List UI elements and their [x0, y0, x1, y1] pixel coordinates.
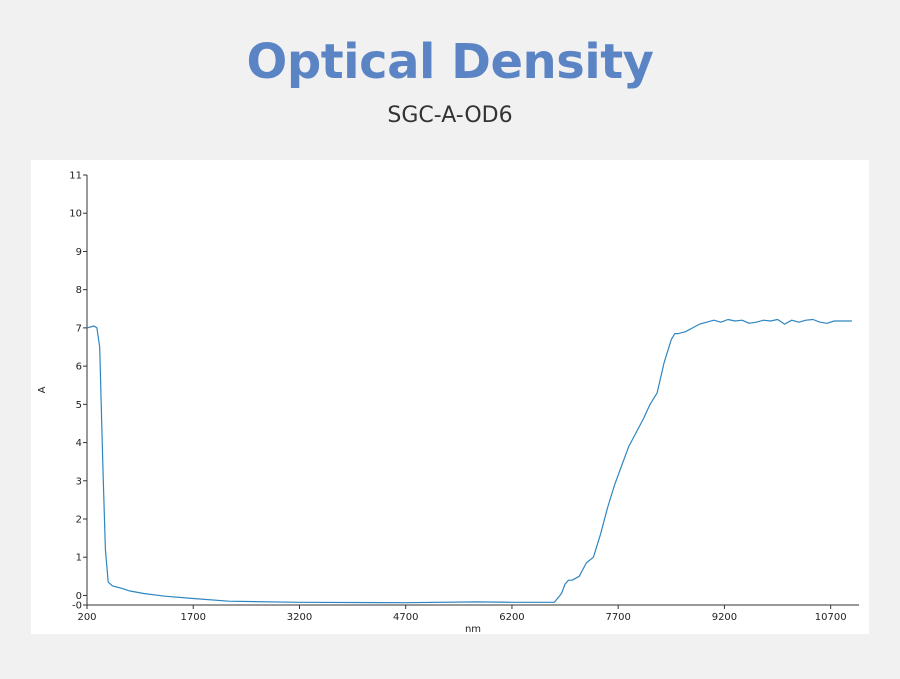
- x-tick-label: 6200: [499, 612, 524, 623]
- y-axis: -00 1 2 3 4 5 6 7 8 9 10 11: [69, 171, 88, 612]
- y-axis-label: A: [37, 386, 48, 393]
- y-tick-label: 11: [69, 171, 82, 182]
- chart-subtitle: SGC-A-OD6: [387, 103, 513, 128]
- x-axis-label: nm: [465, 624, 481, 634]
- plot-area: [86, 318, 852, 604]
- y-tick-label: 9: [76, 247, 82, 258]
- y-tick-label: 4: [76, 438, 82, 449]
- series-line-0: [86, 318, 852, 604]
- x-tick-label: 3200: [287, 612, 312, 623]
- y-tick-label: 2: [76, 515, 82, 526]
- x-tick-label: 10700: [815, 612, 847, 623]
- y-tick-label: 8: [76, 285, 82, 296]
- chart-panel: -0 0 1 2 3 4 5 6 7 8 9 10 11 200 1700 3200 4700 6200 7700…: [31, 160, 869, 635]
- y-tick-label: 6: [76, 362, 82, 373]
- od-chart: -00 1 2 3 4 5 6 7 8 9 10 11 200 1700 3200 4700 6200 7700…: [37, 171, 859, 635]
- x-tick-label: 1700: [181, 612, 206, 623]
- x-tick-label: 7700: [605, 612, 630, 623]
- y-tick-label: -0: [72, 601, 82, 612]
- y-tick-label: 3: [76, 476, 82, 487]
- x-axis: 200 1700 3200 4700 6200 7700 9200 10700: [77, 604, 859, 623]
- chart-title: Optical Density: [246, 34, 654, 90]
- y-tick-label: 0: [76, 591, 82, 602]
- x-tick-label: 9200: [712, 612, 737, 623]
- x-tick-label: 200: [77, 612, 96, 623]
- y-tick-label: 5: [76, 400, 82, 411]
- y-tick-label: 7: [76, 323, 82, 334]
- y-tick-label: 10: [69, 209, 82, 220]
- y-tick-label: 1: [76, 553, 82, 564]
- x-tick-label: 4700: [393, 612, 418, 623]
